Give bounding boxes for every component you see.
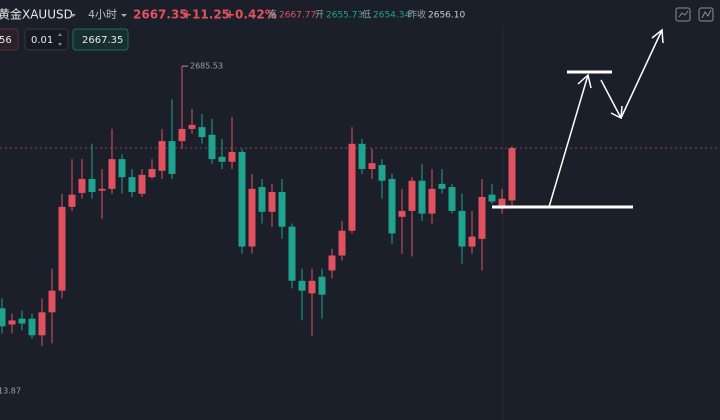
arrow <box>600 79 622 119</box>
prev: 2656.10 <box>428 11 465 21</box>
candle-body <box>488 194 496 202</box>
open-label: 开 <box>315 10 324 21</box>
plot: 2685.53 <box>0 62 720 347</box>
arrow-head <box>651 28 664 44</box>
lot-input[interactable] <box>24 28 69 51</box>
left-box-text: 56 <box>0 35 12 46</box>
candle-body <box>428 188 436 214</box>
candle-body <box>338 230 346 256</box>
candle-body <box>358 143 366 170</box>
candle-body <box>388 178 396 234</box>
candle-body <box>178 128 186 142</box>
candle-body <box>378 164 386 181</box>
candle-body <box>68 194 76 207</box>
candle-body <box>498 198 506 209</box>
icon <box>678 10 689 18</box>
symbol-cn[interactable]: 黄金 <box>0 7 22 22</box>
toolbar-button[interactable] <box>698 7 714 22</box>
candle-body <box>218 156 226 162</box>
low: 2654.34 <box>373 11 410 21</box>
candle-body <box>308 280 316 294</box>
arrow <box>548 74 589 208</box>
candle-body <box>138 174 146 194</box>
candle-body <box>468 236 476 247</box>
candle-body <box>228 151 236 162</box>
candle-body <box>118 159 126 178</box>
candle-body <box>18 318 26 324</box>
open: 2655.73 <box>326 11 363 21</box>
dropdown-icon <box>70 14 76 17</box>
toolbar-button[interactable] <box>675 7 691 22</box>
candle-body <box>158 141 166 171</box>
candle-body <box>278 192 286 227</box>
candle-body <box>458 210 466 247</box>
candle-body <box>248 188 256 247</box>
arrow <box>620 29 663 119</box>
change: +11.25 <box>182 8 230 22</box>
high-label: 高 <box>268 9 277 21</box>
candle-body <box>58 206 66 291</box>
left-box[interactable] <box>0 28 19 51</box>
low-mark: 13.87 <box>0 387 21 396</box>
candle-body <box>258 187 266 212</box>
candle-body <box>408 180 416 211</box>
candle-body <box>8 320 16 325</box>
change-pct: +0.42% <box>225 8 277 22</box>
candle-body <box>398 210 406 217</box>
candle-body <box>238 151 246 247</box>
candle-body <box>318 276 326 295</box>
candle-body <box>328 255 336 271</box>
candle-body <box>98 188 106 191</box>
spinner[interactable] <box>58 33 62 46</box>
icon <box>701 9 712 19</box>
drawing <box>492 28 664 209</box>
candle-body <box>448 187 456 211</box>
symbol[interactable]: XAUUSD <box>22 8 73 22</box>
prev-label: 昨收 <box>408 9 426 21</box>
candle-body <box>188 124 196 129</box>
candle-body <box>198 127 206 138</box>
candle-body <box>128 177 136 193</box>
candle-body <box>478 196 486 239</box>
candle-body <box>288 226 296 281</box>
arrow-head <box>577 73 592 89</box>
candle-body <box>268 192 276 212</box>
candle-body <box>108 159 116 189</box>
high: 2667.77 <box>279 11 316 21</box>
candle-body <box>348 143 356 231</box>
candle-body <box>368 163 376 170</box>
candle-body <box>48 290 56 313</box>
candle-body <box>438 183 446 189</box>
candle-body <box>168 141 176 174</box>
candle-body <box>208 134 216 160</box>
candle-body <box>148 169 156 178</box>
candle-body <box>88 178 96 193</box>
price-box[interactable] <box>72 28 129 51</box>
price: 2667.35 <box>133 8 188 22</box>
lot: 0.01 <box>31 35 53 46</box>
candle-body <box>38 312 46 336</box>
candle-body <box>298 280 306 291</box>
candle-body <box>0 308 6 327</box>
candle-body <box>508 148 516 201</box>
price-box-text: 2667.35 <box>82 35 123 46</box>
high-label: 2685.53 <box>190 62 223 71</box>
candle-body <box>418 180 426 214</box>
interval[interactable]: 4小时 <box>88 8 117 21</box>
candle-body <box>28 318 36 336</box>
low-label: 低 <box>362 9 371 21</box>
candle-body <box>78 178 86 193</box>
dropdown-icon <box>121 14 127 17</box>
